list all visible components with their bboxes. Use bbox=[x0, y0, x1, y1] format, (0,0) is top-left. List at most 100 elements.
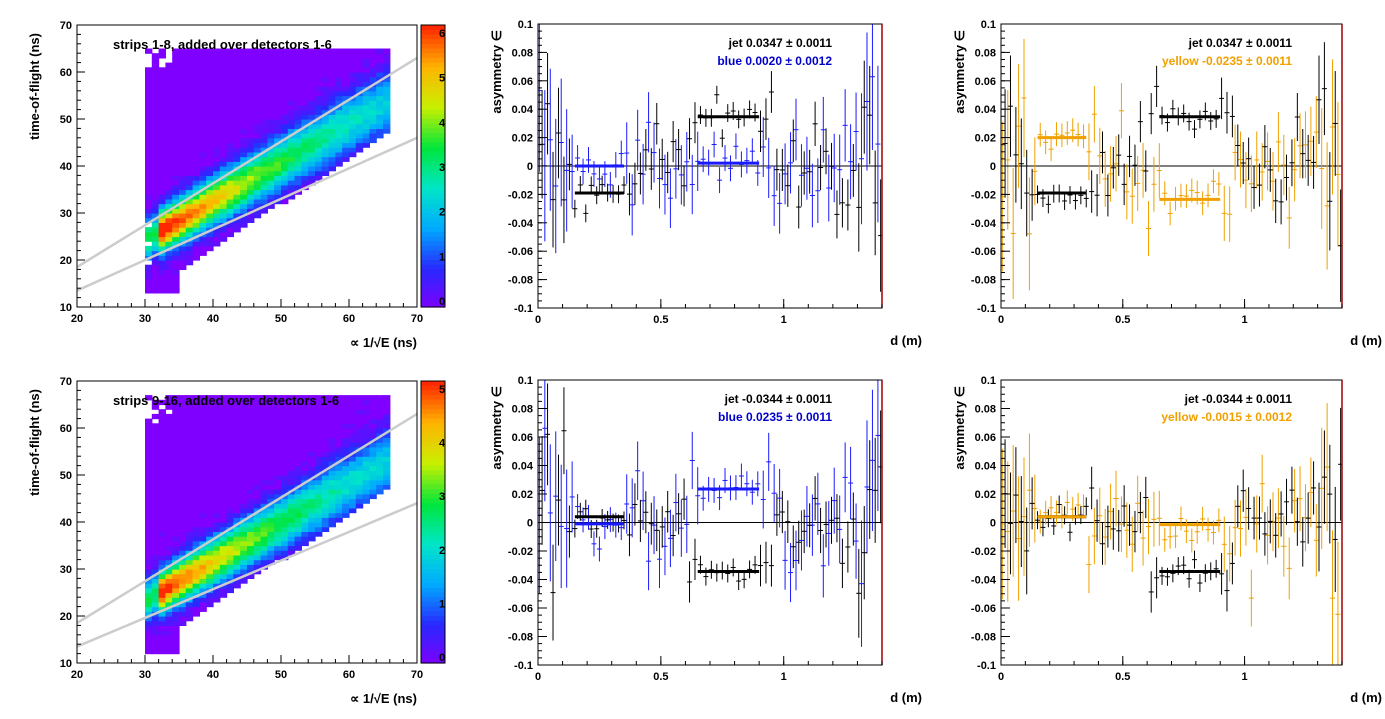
heatmap-cell bbox=[281, 175, 289, 181]
heatmap-cell bbox=[328, 470, 336, 476]
heatmap-cell bbox=[151, 592, 160, 598]
heatmap-cell bbox=[281, 48, 289, 54]
heatmap-cell bbox=[165, 231, 173, 238]
heatmap-cell bbox=[185, 423, 194, 429]
heatmap-cell bbox=[206, 564, 214, 570]
heatmap-cell bbox=[315, 123, 323, 129]
heatmap-cell bbox=[342, 413, 350, 420]
heatmap-cell bbox=[165, 109, 173, 115]
heatmap-cell bbox=[240, 475, 248, 481]
heatmap-cell bbox=[165, 90, 173, 97]
heatmap-cell bbox=[301, 100, 309, 106]
heatmap-cell bbox=[315, 475, 323, 481]
heatmap-cell bbox=[179, 601, 187, 608]
heatmap-cell bbox=[185, 147, 194, 153]
heatmap-cell bbox=[199, 592, 207, 598]
heatmap-cell bbox=[172, 597, 180, 603]
heatmap-cell bbox=[342, 137, 350, 144]
heatmap-cell bbox=[308, 484, 316, 490]
heatmap-cell bbox=[355, 460, 364, 467]
heatmap-cell bbox=[192, 540, 200, 547]
heatmap-cell bbox=[383, 86, 391, 92]
heatmap-cell bbox=[376, 53, 384, 59]
heatmap-cell bbox=[328, 517, 336, 523]
heatmap-cell bbox=[342, 428, 350, 434]
heatmap-cell bbox=[342, 432, 350, 438]
heatmap-cell bbox=[260, 95, 268, 101]
heatmap-cell bbox=[362, 409, 370, 415]
heatmap-cell bbox=[383, 123, 391, 129]
heatmap-cell bbox=[233, 428, 241, 434]
heatmap-cell bbox=[219, 81, 228, 87]
heatmap-cell bbox=[308, 57, 316, 64]
heatmap-cell bbox=[192, 587, 200, 594]
heatmap-cell bbox=[240, 531, 248, 537]
heatmap-cell bbox=[165, 460, 173, 467]
heatmap-cell bbox=[179, 526, 187, 532]
heatmap-cell bbox=[315, 489, 323, 495]
heatmap-cell bbox=[179, 569, 187, 575]
heatmap-cell bbox=[151, 236, 160, 242]
heatmap-cell bbox=[199, 95, 207, 101]
heatmap-cell bbox=[383, 72, 391, 78]
heatmap-cell bbox=[145, 95, 153, 101]
heatmap-cell bbox=[274, 442, 282, 448]
colorbar-step bbox=[421, 484, 445, 490]
heatmap-cell bbox=[165, 104, 173, 111]
heatmap-cell bbox=[199, 62, 207, 68]
colorbar-step bbox=[421, 147, 445, 153]
heatmap-cell bbox=[287, 399, 296, 406]
heatmap-cell bbox=[219, 559, 228, 565]
heatmap-cell bbox=[267, 479, 275, 485]
heatmap-cell bbox=[267, 423, 275, 429]
heatmap-cell bbox=[226, 512, 234, 518]
heatmap-cell bbox=[301, 493, 309, 500]
heatmap-cell bbox=[151, 446, 160, 453]
colorbar-step bbox=[421, 470, 445, 476]
heatmap-cell bbox=[294, 57, 302, 64]
heatmap-cell bbox=[199, 503, 207, 509]
heatmap-cell bbox=[308, 446, 316, 453]
heatmap-cell bbox=[355, 62, 364, 68]
heatmap-cell bbox=[158, 227, 166, 233]
heatmap-cell bbox=[240, 470, 248, 476]
heatmap-cell bbox=[158, 573, 166, 579]
heatmap-cell bbox=[294, 446, 302, 453]
heatmap-cell bbox=[376, 72, 384, 78]
heatmap-cell bbox=[213, 409, 221, 415]
heatmap-cell bbox=[315, 423, 323, 429]
heatmap-cell bbox=[206, 104, 214, 111]
heatmap-cell bbox=[335, 437, 343, 443]
heatmap-cell bbox=[192, 213, 200, 219]
heatmap-cell bbox=[315, 128, 323, 134]
heatmap-cell bbox=[240, 184, 248, 191]
heatmap-cell bbox=[342, 119, 350, 125]
heatmap-cell bbox=[308, 418, 316, 424]
heatmap-cell bbox=[158, 536, 166, 542]
heatmap-cell bbox=[281, 451, 289, 457]
heatmap-cell bbox=[247, 395, 255, 401]
heatmap-cell bbox=[145, 104, 153, 111]
colorbar-step bbox=[421, 104, 445, 111]
heatmap-cell bbox=[172, 587, 180, 594]
colorbar-step bbox=[421, 601, 445, 608]
heatmap-cell bbox=[383, 475, 391, 481]
heatmap-cell bbox=[247, 175, 255, 181]
heatmap-cell bbox=[294, 475, 302, 481]
heatmap-cell bbox=[281, 428, 289, 434]
heatmap-cell bbox=[301, 442, 309, 448]
heatmap-cell bbox=[185, 475, 194, 481]
heatmap-cell bbox=[145, 166, 153, 172]
heatmap-cell bbox=[260, 72, 268, 78]
heatmap-cell bbox=[233, 432, 241, 438]
heatmap-cell bbox=[185, 559, 194, 565]
heatmap-cell bbox=[240, 208, 248, 214]
heatmap-cell bbox=[335, 442, 343, 448]
heatmap-cell bbox=[260, 137, 268, 144]
heatmap-cell bbox=[206, 437, 214, 443]
heatmap-cell bbox=[240, 133, 248, 139]
heatmap-cell bbox=[192, 76, 200, 82]
heatmap-cell bbox=[151, 95, 160, 101]
heatmap-cell bbox=[172, 67, 180, 73]
heatmap-cell bbox=[362, 104, 370, 111]
